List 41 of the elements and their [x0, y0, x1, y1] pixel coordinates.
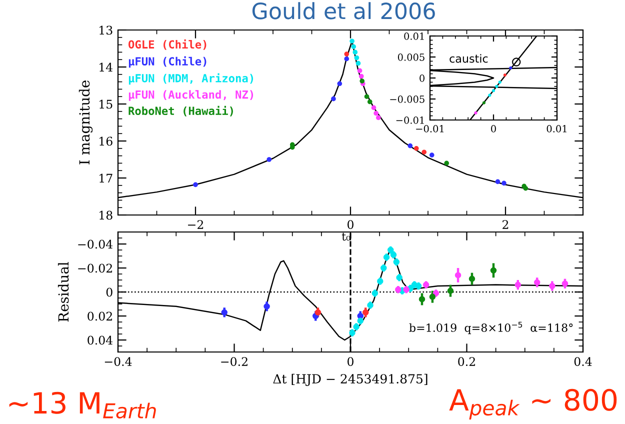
x-tick-label: 2 — [502, 220, 508, 229]
y-tick-label: 0.04 — [88, 336, 113, 345]
y-tick-label: 17 — [100, 174, 112, 182]
y-tick-label: −0.02 — [78, 264, 112, 273]
text: μFUN (MDM, Arizona) — [128, 73, 254, 85]
y-tick-label: −0.005 — [390, 95, 424, 103]
text: OGLE (Chile) — [128, 39, 206, 50]
text: ~13 M$_{Earth}$ — [9, 392, 156, 419]
x-tick-label: −2 — [188, 220, 204, 229]
y-tick-label: 0 — [420, 74, 424, 82]
text: A$_{peak}$ ~ 800 — [449, 388, 617, 420]
y-tick-label: 0.02 — [88, 312, 112, 321]
text: RoboNet (Hawaii) — [128, 106, 233, 116]
y-tick-label: −0.04 — [78, 240, 113, 249]
ref-line-label: t₀ — [342, 232, 350, 241]
y-tick-label: 0.005 — [398, 53, 424, 61]
x-tick-label: 0.2 — [458, 357, 475, 366]
annotation: b=1.019 q=8×10$^{−5}$ α=118° — [409, 322, 573, 334]
x-tick-label: 0.4 — [574, 357, 592, 366]
x-tick-label: 0 — [491, 125, 496, 132]
x-axis-title: Δt [HJD − 2453491.875] — [273, 374, 428, 386]
text: μFUN (Auckland, NZ) — [128, 90, 254, 101]
x-tick-label: −0.01 — [416, 125, 444, 132]
x-tick-label: −0.2 — [221, 357, 248, 366]
y-tick-label: 18 — [100, 210, 112, 220]
y-tick-label: 16 — [100, 136, 112, 146]
x-tick-label: −0.4 — [104, 357, 132, 366]
x-tick-label: 0 — [348, 220, 354, 229]
y-axis-title: I magnitude — [78, 80, 93, 164]
x-tick-label: 0.01 — [546, 125, 566, 132]
y-tick-label: 15 — [100, 100, 112, 109]
y-tick-label: 13 — [100, 26, 112, 35]
y-axis-title: Residual — [58, 262, 69, 322]
y-tick-label: 0.01 — [404, 32, 424, 40]
y-tick-label: −0.01 — [396, 116, 424, 124]
text: μFUN (Chile) — [128, 56, 206, 68]
annotation: caustic — [450, 54, 488, 63]
y-tick-label: 0 — [106, 288, 112, 297]
chart-title: Gould et al 2006 — [252, 2, 435, 20]
y-tick-label: 14 — [100, 62, 113, 72]
x-tick-label: 0 — [348, 357, 354, 366]
